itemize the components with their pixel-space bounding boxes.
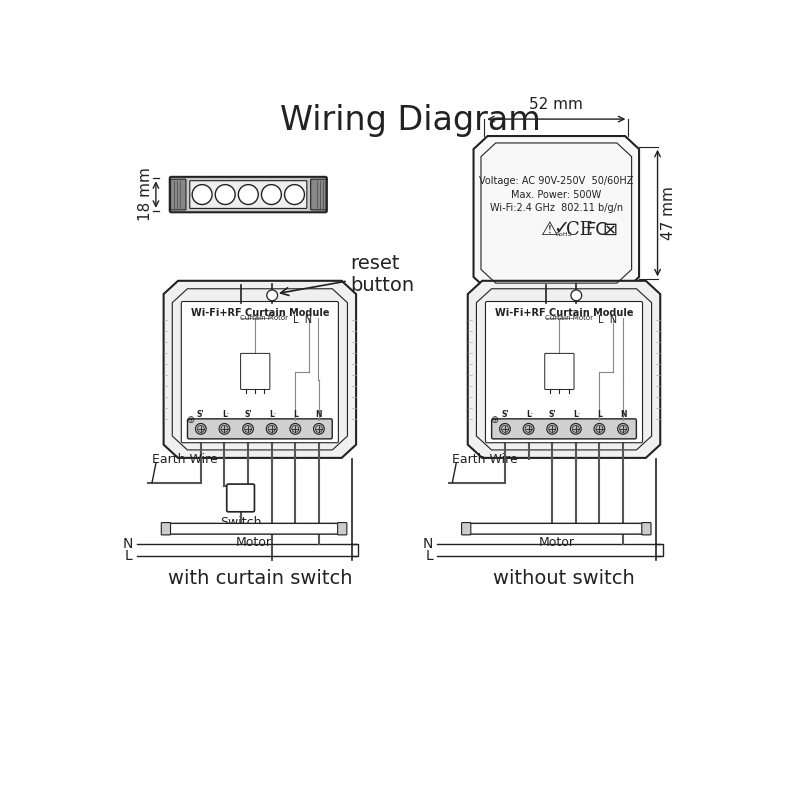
Text: S': S' [501, 410, 509, 419]
Circle shape [219, 423, 230, 434]
Text: S': S' [244, 410, 252, 419]
Text: CE: CE [566, 221, 593, 239]
FancyBboxPatch shape [492, 419, 636, 439]
FancyBboxPatch shape [463, 523, 650, 534]
FancyBboxPatch shape [241, 354, 270, 390]
Text: ⊕: ⊕ [490, 414, 498, 425]
FancyBboxPatch shape [163, 523, 346, 534]
Circle shape [499, 423, 510, 434]
Text: Motor: Motor [236, 537, 272, 550]
Text: ⊠: ⊠ [602, 221, 618, 239]
Text: S': S' [548, 410, 556, 419]
Text: Wi-Fi+RF Curtain Module: Wi-Fi+RF Curtain Module [190, 308, 329, 318]
FancyBboxPatch shape [486, 302, 642, 442]
Text: L: L [125, 549, 133, 562]
Text: 47 mm: 47 mm [661, 186, 676, 240]
Polygon shape [468, 281, 660, 458]
Text: Earth Wire: Earth Wire [152, 453, 218, 466]
Text: Wiring Diagram: Wiring Diagram [279, 104, 541, 137]
Text: Motor: Motor [538, 537, 574, 550]
FancyBboxPatch shape [226, 484, 254, 512]
Circle shape [571, 290, 582, 301]
Text: FC: FC [585, 221, 608, 239]
Text: L  N: L N [598, 315, 617, 326]
Circle shape [285, 185, 305, 205]
Circle shape [547, 423, 558, 434]
Text: L: L [597, 410, 602, 419]
Polygon shape [474, 136, 639, 290]
Circle shape [618, 423, 629, 434]
Circle shape [594, 423, 605, 434]
Text: Curtain Motor: Curtain Motor [545, 315, 593, 322]
Text: ⁿ: ⁿ [226, 412, 229, 418]
Text: ⊕: ⊕ [186, 414, 194, 425]
Text: L: L [222, 410, 227, 419]
Text: with curtain switch: with curtain switch [168, 570, 352, 588]
FancyBboxPatch shape [545, 354, 574, 390]
FancyBboxPatch shape [170, 177, 327, 212]
FancyBboxPatch shape [182, 302, 338, 442]
Text: N: N [620, 410, 626, 419]
Text: 52 mm: 52 mm [530, 97, 583, 112]
Text: N: N [316, 410, 322, 419]
Text: Max. Power: 500W: Max. Power: 500W [511, 190, 602, 199]
Text: RoHS: RoHS [555, 232, 571, 237]
Text: without switch: without switch [493, 570, 635, 588]
FancyBboxPatch shape [338, 522, 347, 535]
Text: ⁿ: ⁿ [274, 412, 276, 418]
Text: 18 mm: 18 mm [138, 168, 153, 222]
Circle shape [570, 423, 581, 434]
Text: ✓: ✓ [553, 219, 569, 238]
Circle shape [192, 185, 212, 205]
FancyBboxPatch shape [162, 522, 170, 535]
Text: L  N: L N [294, 315, 313, 326]
Text: Wi-Fi+RF Curtain Module: Wi-Fi+RF Curtain Module [494, 308, 634, 318]
Text: ⚠: ⚠ [542, 221, 559, 239]
Circle shape [266, 423, 277, 434]
Circle shape [314, 423, 324, 434]
Circle shape [195, 423, 206, 434]
FancyBboxPatch shape [170, 179, 186, 210]
Circle shape [215, 185, 235, 205]
Text: Wi-Fi:2.4 GHz  802.11 b/g/n: Wi-Fi:2.4 GHz 802.11 b/g/n [490, 203, 623, 214]
Text: L: L [293, 410, 298, 419]
FancyBboxPatch shape [462, 522, 471, 535]
Circle shape [238, 185, 258, 205]
Polygon shape [163, 281, 356, 458]
FancyBboxPatch shape [310, 179, 326, 210]
Text: L: L [270, 410, 274, 419]
Text: L: L [526, 410, 531, 419]
Text: ⁿ: ⁿ [578, 412, 580, 418]
Text: Curtain Motor: Curtain Motor [241, 315, 289, 322]
Circle shape [290, 423, 301, 434]
FancyBboxPatch shape [190, 181, 307, 209]
Text: S': S' [197, 410, 205, 419]
Text: Voltage: AC 90V-250V  50/60HZ: Voltage: AC 90V-250V 50/60HZ [479, 176, 634, 186]
Text: L: L [426, 549, 433, 562]
Circle shape [262, 185, 282, 205]
Text: L: L [574, 410, 578, 419]
Text: N: N [422, 537, 433, 551]
Text: Earth Wire: Earth Wire [452, 453, 518, 466]
Text: ⁿ: ⁿ [531, 412, 533, 418]
Text: Switch: Switch [220, 516, 262, 529]
Circle shape [242, 423, 254, 434]
Circle shape [523, 423, 534, 434]
Text: N: N [122, 537, 133, 551]
FancyBboxPatch shape [642, 522, 651, 535]
Circle shape [266, 290, 278, 301]
FancyBboxPatch shape [187, 419, 332, 439]
Text: reset
button: reset button [281, 254, 415, 295]
